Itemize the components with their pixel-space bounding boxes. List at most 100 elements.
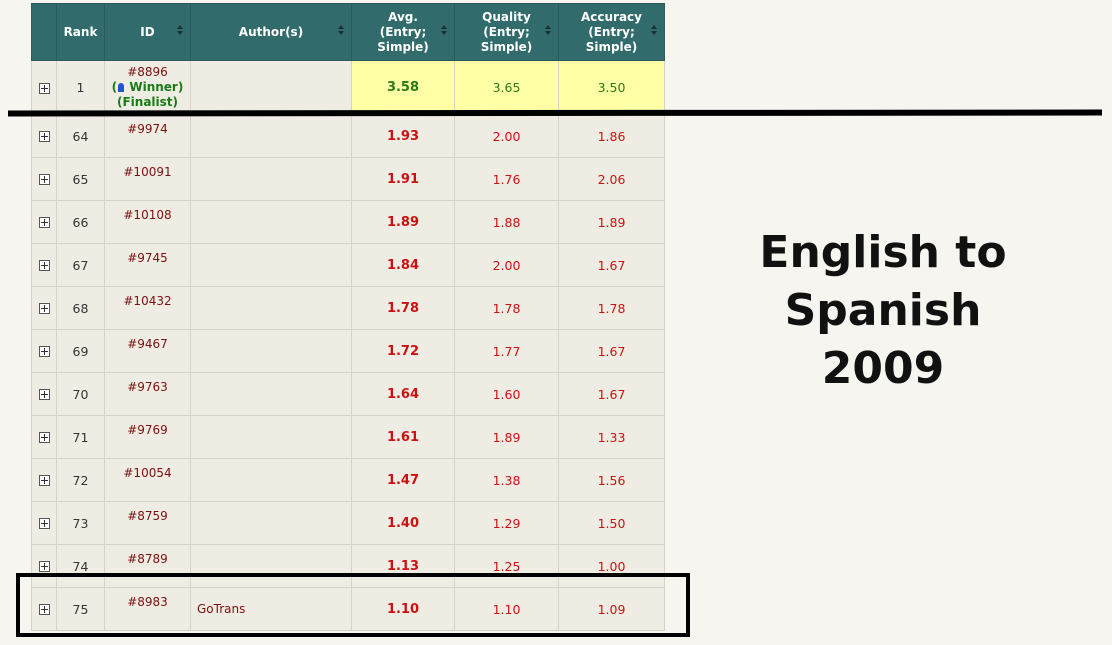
expand-icon[interactable]	[38, 82, 50, 94]
accuracy-cell: 1.78	[558, 286, 665, 330]
entry-id-link[interactable]: #10054	[123, 466, 172, 480]
avg-header-line2: (Entry;	[379, 24, 427, 39]
entry-id-link[interactable]: #10108	[123, 208, 172, 222]
expand-icon[interactable]	[38, 217, 50, 228]
entry-id-link[interactable]: #8789	[127, 552, 168, 566]
accuracy-cell: 1.67	[558, 243, 665, 287]
award-winner-label: Winner)	[129, 80, 184, 94]
quality-cell: 3.65	[454, 60, 559, 115]
author-cell[interactable]: GoTrans	[190, 587, 352, 631]
entry-id-link[interactable]: #9974	[127, 122, 168, 136]
id-header[interactable]: ID	[104, 3, 191, 61]
expand-cell[interactable]	[31, 415, 57, 459]
quality-header-line3: Simple)	[480, 39, 533, 54]
expand-icon[interactable]	[38, 432, 50, 443]
author-cell	[190, 243, 352, 287]
expand-icon[interactable]	[38, 561, 50, 572]
rank-cell: 64	[56, 114, 105, 158]
quality-cell: 1.29	[454, 501, 559, 545]
id-cell: #10091	[104, 157, 191, 201]
entry-id-link[interactable]: #9769	[127, 423, 168, 437]
quality-header[interactable]: Quality (Entry; Simple)	[454, 3, 559, 61]
quality-cell: 1.88	[454, 200, 559, 244]
entry-id-link[interactable]: #9467	[127, 337, 168, 351]
avg-cell: 1.78	[351, 286, 455, 330]
table-row: 73 #8759 1.40 1.29 1.50	[31, 501, 665, 545]
expand-cell[interactable]	[31, 243, 57, 287]
expand-icon[interactable]	[38, 604, 50, 615]
author-cell	[190, 372, 352, 416]
expand-cell[interactable]	[31, 200, 57, 244]
avg-cell: 1.89	[351, 200, 455, 244]
author-cell	[190, 200, 352, 244]
expand-cell[interactable]	[31, 114, 57, 158]
quality-cell: 1.60	[454, 372, 559, 416]
separator-line	[7, 109, 1103, 117]
expand-cell[interactable]	[31, 544, 57, 588]
rank-header[interactable]: Rank	[56, 3, 105, 61]
expand-icon[interactable]	[38, 131, 50, 142]
expand-cell[interactable]	[31, 372, 57, 416]
expand-cell[interactable]	[31, 587, 57, 631]
sort-icon	[177, 25, 184, 35]
id-header-label: ID	[140, 24, 155, 39]
table-row: 64 #9974 1.93 2.00 1.86	[31, 114, 665, 158]
table-row: 66 #10108 1.89 1.88 1.89	[31, 200, 665, 244]
avg-header[interactable]: Avg. (Entry; Simple)	[351, 3, 455, 61]
rank-cell: 68	[56, 286, 105, 330]
expand-cell[interactable]	[31, 329, 57, 373]
accuracy-cell: 1.56	[558, 458, 665, 502]
entry-id-link[interactable]: #10432	[123, 294, 172, 308]
entry-id-link[interactable]: #8896	[127, 65, 168, 79]
expand-icon[interactable]	[38, 303, 50, 314]
accuracy-header[interactable]: Accuracy (Entry; Simple)	[558, 3, 665, 61]
expand-cell[interactable]	[31, 286, 57, 330]
rank-cell: 72	[56, 458, 105, 502]
table-row: 72 #10054 1.47 1.38 1.56	[31, 458, 665, 502]
entry-id-link[interactable]: #9763	[127, 380, 168, 394]
expand-icon[interactable]	[38, 475, 50, 486]
expand-header	[31, 3, 57, 61]
expand-icon[interactable]	[38, 389, 50, 400]
expand-cell[interactable]	[31, 501, 57, 545]
avg-cell: 1.40	[351, 501, 455, 545]
accuracy-cell: 1.00	[558, 544, 665, 588]
authors-header[interactable]: Author(s)	[190, 3, 352, 61]
expand-cell[interactable]	[31, 458, 57, 502]
accuracy-header-line2: (Entry;	[588, 24, 635, 39]
id-cell: #9467	[104, 329, 191, 373]
quality-cell: 1.38	[454, 458, 559, 502]
avg-cell: 1.47	[351, 458, 455, 502]
expand-icon[interactable]	[38, 260, 50, 271]
rank-cell: 69	[56, 329, 105, 373]
table-row: 70 #9763 1.64 1.60 1.67	[31, 372, 665, 416]
entry-id-link[interactable]: #9745	[127, 251, 168, 265]
entry-id-link[interactable]: #8759	[127, 509, 168, 523]
accuracy-cell: 1.50	[558, 501, 665, 545]
expand-icon[interactable]	[38, 346, 50, 357]
quality-cell: 2.00	[454, 243, 559, 287]
author-cell	[190, 329, 352, 373]
expand-cell[interactable]	[31, 60, 57, 115]
accuracy-cell: 2.06	[558, 157, 665, 201]
sort-icon	[338, 25, 345, 35]
award-open-paren: (	[111, 80, 118, 94]
caption-line1: English to Spanish	[759, 227, 1007, 336]
avg-cell: 1.61	[351, 415, 455, 459]
quality-cell: 1.76	[454, 157, 559, 201]
expand-icon[interactable]	[38, 174, 50, 185]
table-row: 68 #10432 1.78 1.78 1.78	[31, 286, 665, 330]
accuracy-cell: 1.67	[558, 372, 665, 416]
accuracy-cell: 1.89	[558, 200, 665, 244]
expand-cell[interactable]	[31, 157, 57, 201]
award-finalist: (Finalist)	[116, 95, 179, 109]
entry-id-link[interactable]: #10091	[123, 165, 172, 179]
expand-icon[interactable]	[38, 518, 50, 529]
table-row: 75 #8983 GoTrans 1.10 1.10 1.09	[31, 587, 665, 631]
caption: English to Spanish 2009	[676, 224, 1090, 398]
entry-id-link[interactable]: #8983	[127, 595, 168, 609]
avg-cell: 1.72	[351, 329, 455, 373]
rank-cell: 67	[56, 243, 105, 287]
accuracy-cell: 1.33	[558, 415, 665, 459]
accuracy-cell: 1.09	[558, 587, 665, 631]
